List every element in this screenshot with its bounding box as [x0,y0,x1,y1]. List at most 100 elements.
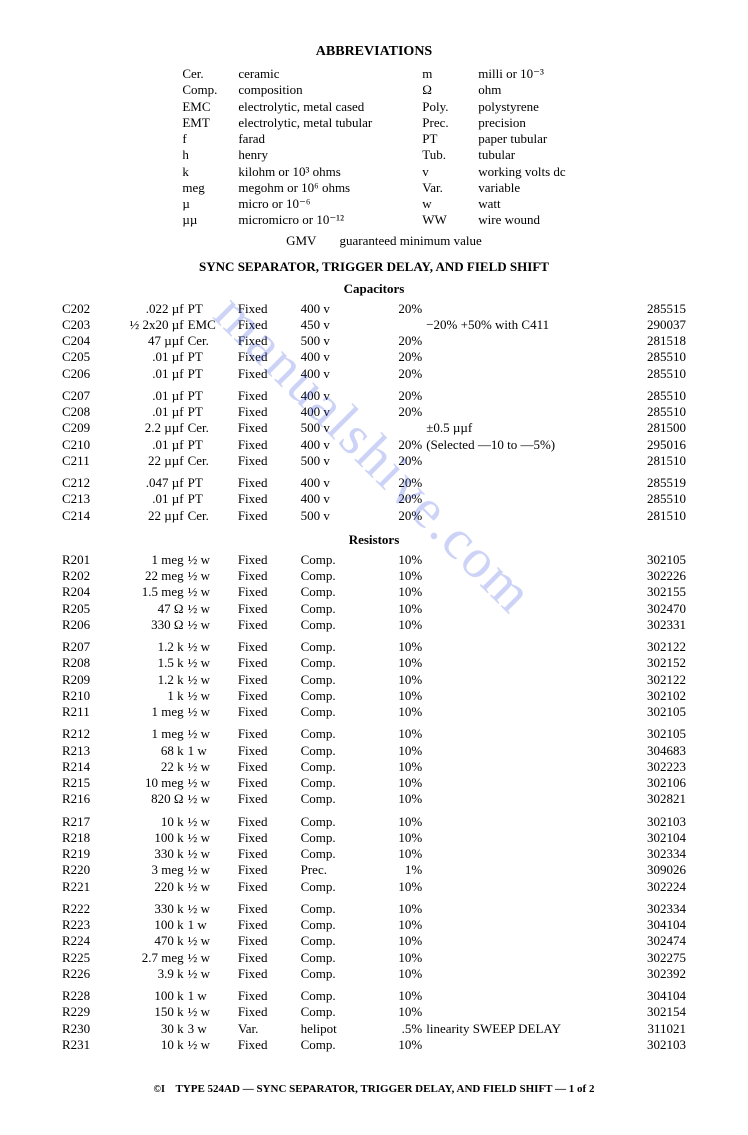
cell-tol [374,317,424,333]
cell-tol: 10% [374,568,424,584]
table-row: R2101 k½ wFixedComp.10%302102 [60,688,688,704]
cell-rate: Comp. [299,617,374,633]
cell-val: 330 Ω [110,617,185,633]
cell-ref: C212 [60,475,110,491]
cell-ref: C207 [60,388,110,404]
cell-fix: Fixed [236,317,299,333]
cell-note [424,617,625,633]
cell-ref: R226 [60,966,110,982]
cell-pn: 302223 [625,759,688,775]
cell-pn: 285510 [625,491,688,507]
cell-rate: Comp. [299,688,374,704]
cell-rate: Comp. [299,639,374,655]
cell-val: 100 k [110,988,185,1004]
cell-pn: 302154 [625,1004,688,1020]
cell-rate: Comp. [299,950,374,966]
cell-tol: 20% [374,491,424,507]
table-row: R223100 k1 wFixedComp.10%304104 [60,917,688,933]
cell-kind: ½ w [186,830,236,846]
cell-kind: ½ w [186,950,236,966]
cell-ref: C211 [60,453,110,469]
cell-pn: 302331 [625,617,688,633]
table-row: R2071.2 k½ wFixedComp.10%302122 [60,639,688,655]
cell-ref: C202 [60,301,110,317]
cell-val: 1 meg [110,552,185,568]
abbrev-definition: farad [238,131,372,147]
table-row: C212.047 µfPTFixed400 v20%285519 [60,475,688,491]
cell-pn: 302102 [625,688,688,704]
cell-tol: 20% [374,437,424,453]
cell-tol: 20% [374,301,424,317]
cell-ref: C203 [60,317,110,333]
abbrev-symbol: Poly. [422,99,472,115]
cell-val: 330 k [110,901,185,917]
cell-note [424,491,625,507]
cell-fix: Fixed [236,508,299,524]
cell-pn: 285519 [625,475,688,491]
cell-fix: Fixed [236,791,299,807]
cell-val: .01 µf [110,437,185,453]
cell-kind: ½ w [186,552,236,568]
cell-tol: 10% [374,704,424,720]
cell-note [424,568,625,584]
cell-pn: 302106 [625,775,688,791]
cell-note [424,1004,625,1020]
cell-val: .01 µf [110,349,185,365]
cell-rate: 500 v [299,333,374,349]
cell-pn: 302105 [625,704,688,720]
cell-rate: Comp. [299,879,374,895]
abbrev-symbol: Cer. [182,66,232,82]
cell-rate: 500 v [299,420,374,436]
cell-ref: R213 [60,743,110,759]
cell-note [424,688,625,704]
cell-fix: Fixed [236,950,299,966]
cell-fix: Fixed [236,388,299,404]
cell-ref: R228 [60,988,110,1004]
cell-fix: Fixed [236,617,299,633]
cell-val: 1.5 k [110,655,185,671]
table-row: C207.01 µfPTFixed400 v20%285510 [60,388,688,404]
cell-rate: 400 v [299,388,374,404]
cell-pn: 290037 [625,317,688,333]
table-row: R216820 Ω½ wFixedComp.10%302821 [60,791,688,807]
cell-kind: Cer. [186,508,236,524]
cell-val: 100 k [110,830,185,846]
cell-kind: ½ w [186,1004,236,1020]
cell-tol: 10% [374,1004,424,1020]
cell-tol: 10% [374,688,424,704]
cell-tol: 10% [374,814,424,830]
cell-fix: Fixed [236,743,299,759]
abbrev-definition: watt [478,196,565,212]
cell-fix: Fixed [236,917,299,933]
cell-tol: 20% [374,349,424,365]
cell-kind: PT [186,404,236,420]
cell-val: .01 µf [110,366,185,382]
cell-val: .01 µf [110,491,185,507]
cell-fix: Var. [236,1021,299,1037]
cell-pn: 309026 [625,862,688,878]
cell-ref: R222 [60,901,110,917]
cell-pn: 302334 [625,846,688,862]
cell-kind: Cer. [186,453,236,469]
cell-fix: Fixed [236,552,299,568]
cell-tol: 10% [374,791,424,807]
cell-val: 3 meg [110,862,185,878]
table-row: R2111 meg½ wFixedComp.10%302105 [60,704,688,720]
cell-fix: Fixed [236,655,299,671]
capacitors-heading: Capacitors [60,281,688,297]
cell-fix: Fixed [236,862,299,878]
cell-tol: 10% [374,933,424,949]
cell-pn: 302104 [625,830,688,846]
cell-tol: 20% [374,453,424,469]
cell-kind: PT [186,475,236,491]
cell-kind: ½ w [186,617,236,633]
cell-fix: Fixed [236,349,299,365]
cell-kind: 1 w [186,988,236,1004]
cell-kind: Cer. [186,420,236,436]
cell-kind: ½ w [186,672,236,688]
cell-fix: Fixed [236,475,299,491]
cell-ref: R208 [60,655,110,671]
abbrev-symbol: m [422,66,472,82]
abbrev-symbol: w [422,196,472,212]
cell-note [424,404,625,420]
